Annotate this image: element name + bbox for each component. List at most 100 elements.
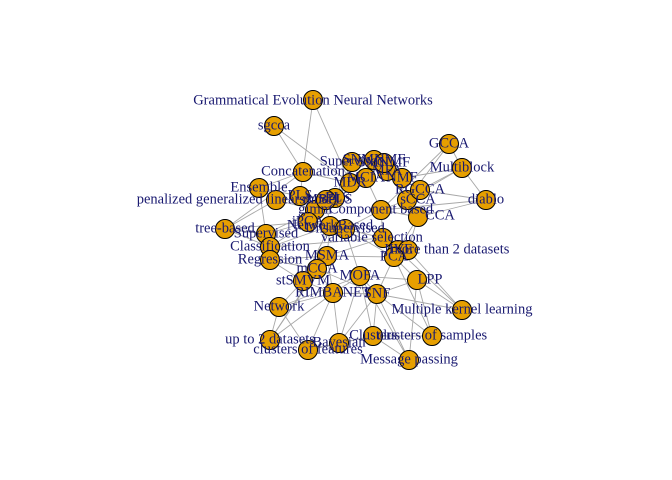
node-ipca[interactable] [298, 212, 318, 232]
edge-upto2-rimbanet [269, 292, 334, 341]
node-bayesian[interactable] [329, 333, 349, 353]
edge-diablo-compbased [380, 199, 487, 211]
label-regression: Regression [238, 251, 303, 267]
edge-jive-mkl [397, 249, 463, 311]
node-pca[interactable] [384, 247, 404, 267]
node-gcca[interactable] [439, 134, 459, 154]
node-stmks[interactable] [293, 271, 313, 291]
label-diablo: diablo [468, 191, 504, 207]
label-snmnmf: SNMNMF [343, 151, 406, 167]
node-cca[interactable] [408, 207, 428, 227]
node-varsel[interactable] [373, 228, 393, 248]
edge-rgcca-diablo [419, 189, 487, 201]
node-smpls[interactable] [316, 190, 336, 210]
edge-gcca-compbased [380, 143, 450, 211]
edge-gene-mdr [312, 99, 351, 184]
label-nmf: NMF [386, 169, 417, 185]
label-stmks: stSMVM [276, 272, 330, 288]
label-ipca: iPCA [292, 213, 325, 229]
label-cfeatures: clusters of features [253, 341, 363, 357]
node-regression[interactable] [260, 250, 280, 270]
node-lpp[interactable] [407, 270, 427, 290]
edge-classif-network2 [269, 225, 331, 248]
label-csamples: clusters of samples [377, 327, 488, 343]
label-multiblock: Multiblock [430, 159, 495, 175]
edge-sgcca-mdr [273, 125, 351, 184]
node-compbased[interactable] [371, 200, 391, 220]
label-jive: JIVE [383, 241, 413, 257]
node-tree[interactable] [215, 219, 235, 239]
label-rgcca: RGCCA [395, 181, 445, 197]
edge-msma-pca [326, 255, 395, 258]
node-cfeatures[interactable] [298, 340, 318, 360]
node-snf[interactable] [367, 284, 387, 304]
label-ensemble: Ensemble [230, 179, 287, 195]
label-rimbanet: RIMBANET [295, 284, 371, 300]
label-varsel: variable selection [321, 229, 424, 245]
edge-bayesian-snf [338, 293, 378, 344]
node-sgcca[interactable] [264, 116, 284, 136]
node-ensemble[interactable] [249, 178, 269, 198]
edge-bayesian-mofa [338, 275, 361, 344]
node-sup2[interactable] [342, 152, 362, 172]
label-layer: Grammatical Evolution Neural Networks sgc… [137, 92, 533, 367]
label-bayesian: Bayesian [312, 334, 366, 350]
label-smnmf: SMNMF [358, 154, 410, 170]
node-mofa[interactable] [350, 266, 370, 286]
label-supervised: Supervised [234, 225, 299, 241]
edge-mcca-snf [316, 268, 378, 295]
edge-mkl-snf [376, 293, 463, 311]
label-tree: tree-based [195, 220, 255, 236]
node-network[interactable] [269, 297, 289, 317]
edge-gene-concat [302, 99, 314, 173]
label-network: Network [254, 298, 305, 314]
edge-diablo-cca [417, 199, 487, 218]
node-diablo[interactable] [476, 190, 496, 210]
node-unsup[interactable] [335, 219, 355, 239]
label-classif: Classification [230, 238, 310, 254]
label-mcia: MCIA [347, 169, 385, 185]
label-smpls: sMBPLS [299, 191, 352, 207]
label-pca: PCA [380, 248, 409, 264]
label-mdr: MDR [333, 174, 366, 190]
node-pglm[interactable] [266, 190, 286, 210]
node-clusters[interactable] [363, 326, 383, 346]
node-nmf[interactable] [392, 168, 412, 188]
edge-msgpass-lpp [408, 279, 418, 361]
edge-network-mofa [278, 275, 361, 308]
label-mofa: MOFA [340, 267, 381, 283]
node-multiblock[interactable] [452, 158, 472, 178]
node-concat[interactable] [293, 162, 313, 182]
label-gcca: GCCA [429, 135, 470, 151]
edge-mkl-more2 [407, 249, 463, 311]
label-gimm: gimm [298, 201, 333, 217]
label-pls: PLS [288, 187, 313, 203]
node-rgcca[interactable] [410, 180, 430, 200]
node-gene[interactable] [303, 90, 323, 110]
node-pls[interactable] [290, 186, 310, 206]
edge-csamples-snf [376, 293, 433, 337]
label-mkl: Multiple kernel learning [392, 301, 533, 317]
label-more2: more than 2 datasets [391, 241, 510, 257]
label-lpp: LPP [418, 271, 443, 287]
label-mfa: MFA [372, 162, 403, 178]
edge-clusters-mofa [359, 275, 374, 337]
edge-multiblock-nmf [401, 167, 463, 179]
label-msgpass: Message passing [360, 351, 458, 367]
node-upto2[interactable] [260, 330, 280, 350]
node-csamples[interactable] [422, 326, 442, 346]
node-mcca[interactable] [307, 259, 327, 279]
node-mcia[interactable] [356, 168, 376, 188]
node-rimbanet[interactable] [323, 283, 343, 303]
label-concat: Concatenation [261, 163, 346, 179]
node-smnmf[interactable] [374, 153, 394, 173]
node-mkl[interactable] [452, 300, 472, 320]
node-layer [215, 90, 496, 370]
label-upto2: up to 2 datasets [225, 331, 315, 347]
node-msgpass[interactable] [399, 350, 419, 370]
label-pglm: penalized generalized linear model [137, 191, 340, 207]
edge-msgpass-snf [376, 293, 410, 361]
label-clusters: Clusters [349, 327, 397, 343]
label-mcca: mCCA [296, 260, 338, 276]
